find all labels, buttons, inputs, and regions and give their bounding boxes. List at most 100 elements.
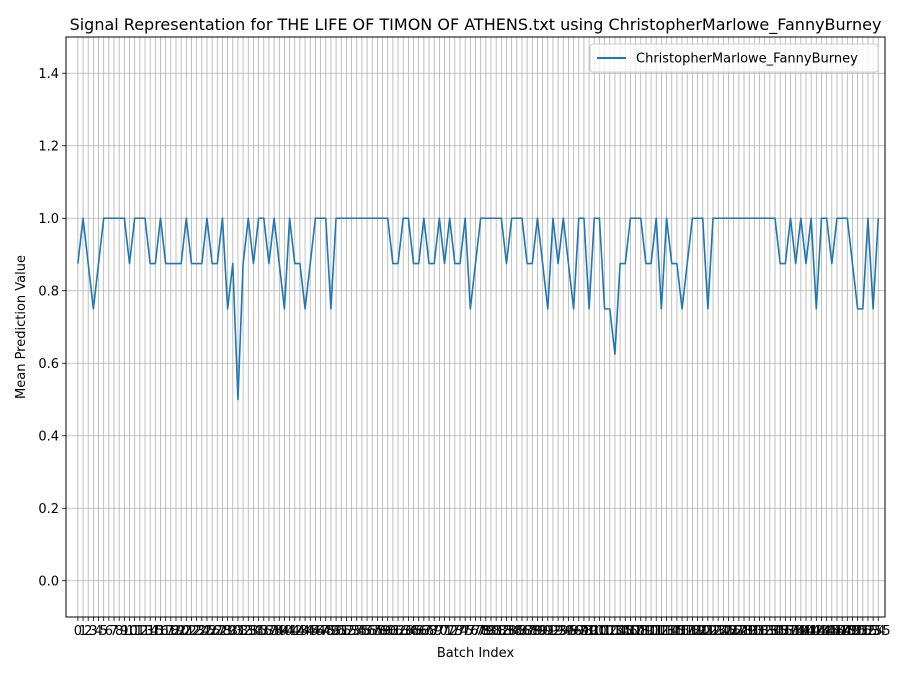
x-tick-label: 20 [173,624,190,639]
x-tick-label: 86 [514,624,531,639]
x-tick-label: 34 [245,624,262,639]
x-tick-label: 90 [534,624,551,639]
y-tick-label: 0.0 [38,574,59,589]
x-tick-label: 5 [100,624,108,639]
x-tick-label: 28 [214,624,231,639]
x-tick-label: 128 [726,624,751,639]
x-tick-label: 2 [84,624,92,639]
x-tick-label: 135 [763,624,788,639]
x-tick-label: 74 [452,624,469,639]
x-tick-label: 64 [400,624,417,639]
x-tick-label: 35 [250,624,267,639]
x-tick-label: 15 [147,624,164,639]
x-axis-ticks: 0123456789101112131415161718192021222324… [74,617,891,639]
x-tick-label: 136 [768,624,793,639]
x-tick-label: 40 [276,624,293,639]
x-tick-label: 100 [582,624,607,639]
x-tick-label: 94 [555,624,572,639]
x-tick-label: 118 [675,624,700,639]
x-tick-label: 18 [163,624,180,639]
x-tick-label: 14 [142,624,159,639]
x-tick-label: 41 [281,624,298,639]
x-tick-label: 99 [581,624,598,639]
x-tick-label: 3 [89,624,97,639]
x-tick-label: 116 [664,624,689,639]
x-tick-label: 141 [794,624,819,639]
x-tick-label: 81 [488,624,505,639]
x-tick-label: 112 [644,624,669,639]
x-tick-label: 114 [654,624,679,639]
x-tick-label: 26 [204,624,221,639]
x-tick-label: 75 [457,624,474,639]
x-tick-label: 77 [467,624,484,639]
x-tick-label: 51 [333,624,350,639]
x-tick-label: 125 [711,624,736,639]
x-tick-label: 58 [369,624,386,639]
x-tick-label: 115 [659,624,684,639]
x-tick-label: 151 [845,624,870,639]
x-tick-label: 25 [199,624,216,639]
x-tick-label: 122 [695,624,720,639]
x-tick-label: 152 [850,624,875,639]
x-tick-label: 29 [219,624,236,639]
x-tick-label: 55 [354,624,371,639]
x-tick-label: 44 [297,624,314,639]
x-tick-label: 147 [825,624,850,639]
x-tick-label: 48 [317,624,334,639]
x-tick-label: 103 [597,624,622,639]
x-tick-label: 95 [560,624,577,639]
x-tick-label: 101 [587,624,612,639]
x-tick-label: 92 [545,624,562,639]
x-tick-label: 139 [783,624,808,639]
x-tick-label: 30 [225,624,242,639]
x-tick-label: 104 [603,624,628,639]
x-tick-label: 132 [747,624,772,639]
x-tick-label: 150 [840,624,865,639]
x-tick-label: 82 [493,624,510,639]
x-tick-label: 154 [861,624,886,639]
x-tick-label: 9 [120,624,128,639]
x-tick-label: 102 [592,624,617,639]
x-tick-label: 98 [576,624,593,639]
x-tick-label: 131 [742,624,767,639]
x-tick-label: 19 [168,624,185,639]
x-tick-label: 31 [230,624,247,639]
x-tick-label: 6 [105,624,113,639]
y-tick-label: 1.0 [38,212,59,227]
x-tick-label: 145 [814,624,839,639]
x-tick-label: 36 [256,624,273,639]
x-tick-label: 93 [550,624,567,639]
x-tick-label: 119 [680,624,705,639]
x-tick-label: 16 [152,624,169,639]
x-tick-label: 73 [447,624,464,639]
y-tick-label: 1.2 [38,139,59,154]
x-tick-label: 137 [773,624,798,639]
series-layer [77,217,880,401]
x-tick-label: 49 [323,624,340,639]
x-tick-label: 37 [261,624,278,639]
x-tick-label: 127 [721,624,746,639]
x-axis-label: Batch Index [437,646,515,661]
x-tick-label: 142 [799,624,824,639]
x-tick-label: 130 [737,624,762,639]
x-tick-label: 46 [307,624,324,639]
x-tick-label: 32 [235,624,252,639]
x-tick-label: 80 [483,624,500,639]
x-gridlines [77,37,879,617]
x-tick-label: 140 [788,624,813,639]
x-tick-label: 56 [359,624,376,639]
x-tick-label: 12 [132,624,149,639]
x-tick-label: 61 [385,624,402,639]
x-tick-label: 76 [462,624,479,639]
x-tick-label: 72 [441,624,458,639]
x-tick-label: 17 [157,624,174,639]
x-tick-label: 106 [613,624,638,639]
legend: ChristopherMarlowe_FannyBurney [589,43,879,73]
x-tick-label: 10 [121,624,138,639]
x-tick-label: 68 [421,624,438,639]
x-tick-label: 33 [240,624,257,639]
x-tick-label: 50 [328,624,345,639]
x-tick-label: 66 [410,624,427,639]
x-tick-label: 11 [126,624,143,639]
x-tick-label: 138 [778,624,803,639]
